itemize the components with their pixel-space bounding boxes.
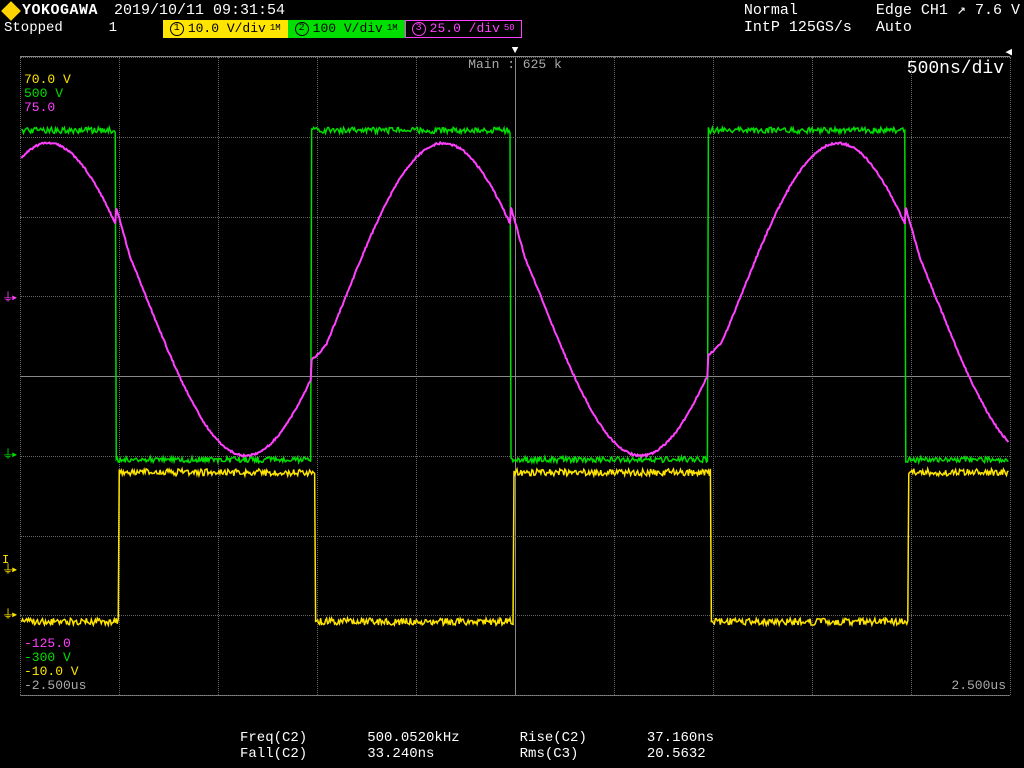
channel-badge-1[interactable]: 1 10.0 V/div 1M (163, 20, 288, 38)
measurement-bar: Freq(C2) Fall(C2) 500.0520kHz 33.240ns R… (0, 730, 1024, 762)
trigger-line: Edge CH1 ↗ 7.6 V (876, 2, 1020, 19)
channel-badge-3[interactable]: 3 25.0 /div 50 (405, 20, 522, 38)
ground-marker-icon: ⏚▸ (2, 610, 15, 620)
sample-rate: IntP 125GS/s (744, 19, 852, 36)
timestamp: 2019/10/11 09:31:54 (114, 2, 285, 19)
channel-badge-2[interactable]: 2 100 V/div 1M (288, 20, 405, 38)
meas-label: Freq(C2) (240, 730, 307, 746)
trigger-level-marker-icon: ◀ (1005, 45, 1012, 59)
trigger-time-marker-icon: ▼ (512, 45, 519, 57)
meas-label: Rise(C2) (520, 730, 587, 746)
brand-logo-icon (1, 1, 21, 21)
channel-badges: 1 10.0 V/div 1M2 100 V/div 1M3 25.0 /div… (163, 19, 522, 38)
waveform-svg (20, 57, 1010, 695)
meas-label: Rms(C3) (520, 746, 587, 762)
meas-value: 500.0520kHz (367, 730, 459, 746)
meas-label: Fall(C2) (240, 746, 307, 762)
acq-mode: Normal (744, 2, 852, 19)
brand-name: YOKOGAWA (22, 2, 98, 19)
time-right-label: 2.500us (951, 679, 1006, 693)
header-bar: YOKOGAWA 2019/10/11 09:31:54 Stopped 1 1… (0, 0, 1024, 36)
waveform-display[interactable]: Main : 625 k 500ns/div 70.0 V500 V75.0 -… (20, 56, 1010, 696)
meas-value: 20.5632 (647, 746, 714, 762)
lower-scale-labels: -125.0-300 V-10.0 V (24, 637, 79, 679)
meas-value: 37.160ns (647, 730, 714, 746)
ground-marker-icon: I⏚▸ (2, 555, 15, 575)
time-left-label: -2.500us (24, 679, 86, 693)
brand: YOKOGAWA 2019/10/11 09:31:54 (4, 2, 510, 19)
ground-marker-icon: ⏚▸ (2, 450, 15, 460)
ground-marker-icon: ⏚▸ (2, 293, 15, 303)
meas-value: 33.240ns (367, 746, 459, 762)
run-state: Stopped (4, 20, 63, 37)
upper-scale-labels: 70.0 V500 V75.0 (24, 73, 71, 115)
acq-mode-block: Normal IntP 125GS/s (744, 2, 852, 36)
trigger-block: Edge CH1 ↗ 7.6 V Auto (876, 2, 1020, 36)
trigger-coupling: Auto (876, 19, 1020, 36)
acq-count: 1 (73, 20, 153, 37)
